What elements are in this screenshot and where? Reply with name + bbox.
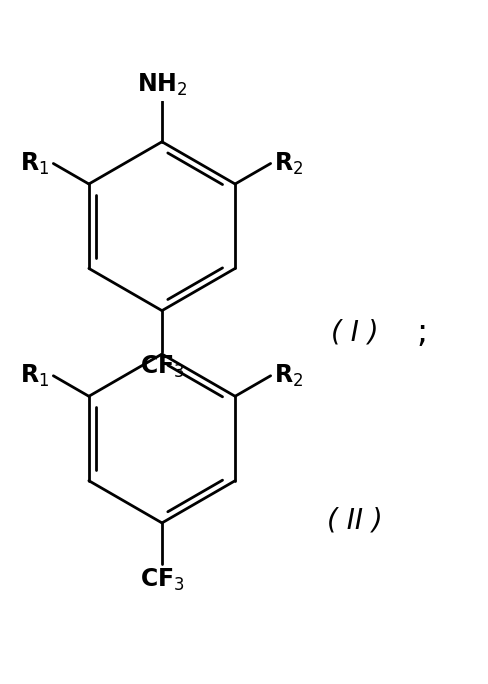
Text: R$_2$: R$_2$: [274, 150, 304, 176]
Text: R$_1$: R$_1$: [20, 363, 49, 389]
Text: ( I ): ( I ): [331, 318, 379, 346]
Text: ( II ): ( II ): [327, 507, 383, 534]
Text: R$_2$: R$_2$: [274, 363, 304, 389]
Text: NH$_2$: NH$_2$: [137, 73, 187, 98]
Text: CF$_3$: CF$_3$: [140, 354, 184, 380]
Text: CF$_3$: CF$_3$: [140, 566, 184, 592]
Text: R$_1$: R$_1$: [20, 150, 49, 176]
Text: ;: ;: [417, 316, 428, 349]
